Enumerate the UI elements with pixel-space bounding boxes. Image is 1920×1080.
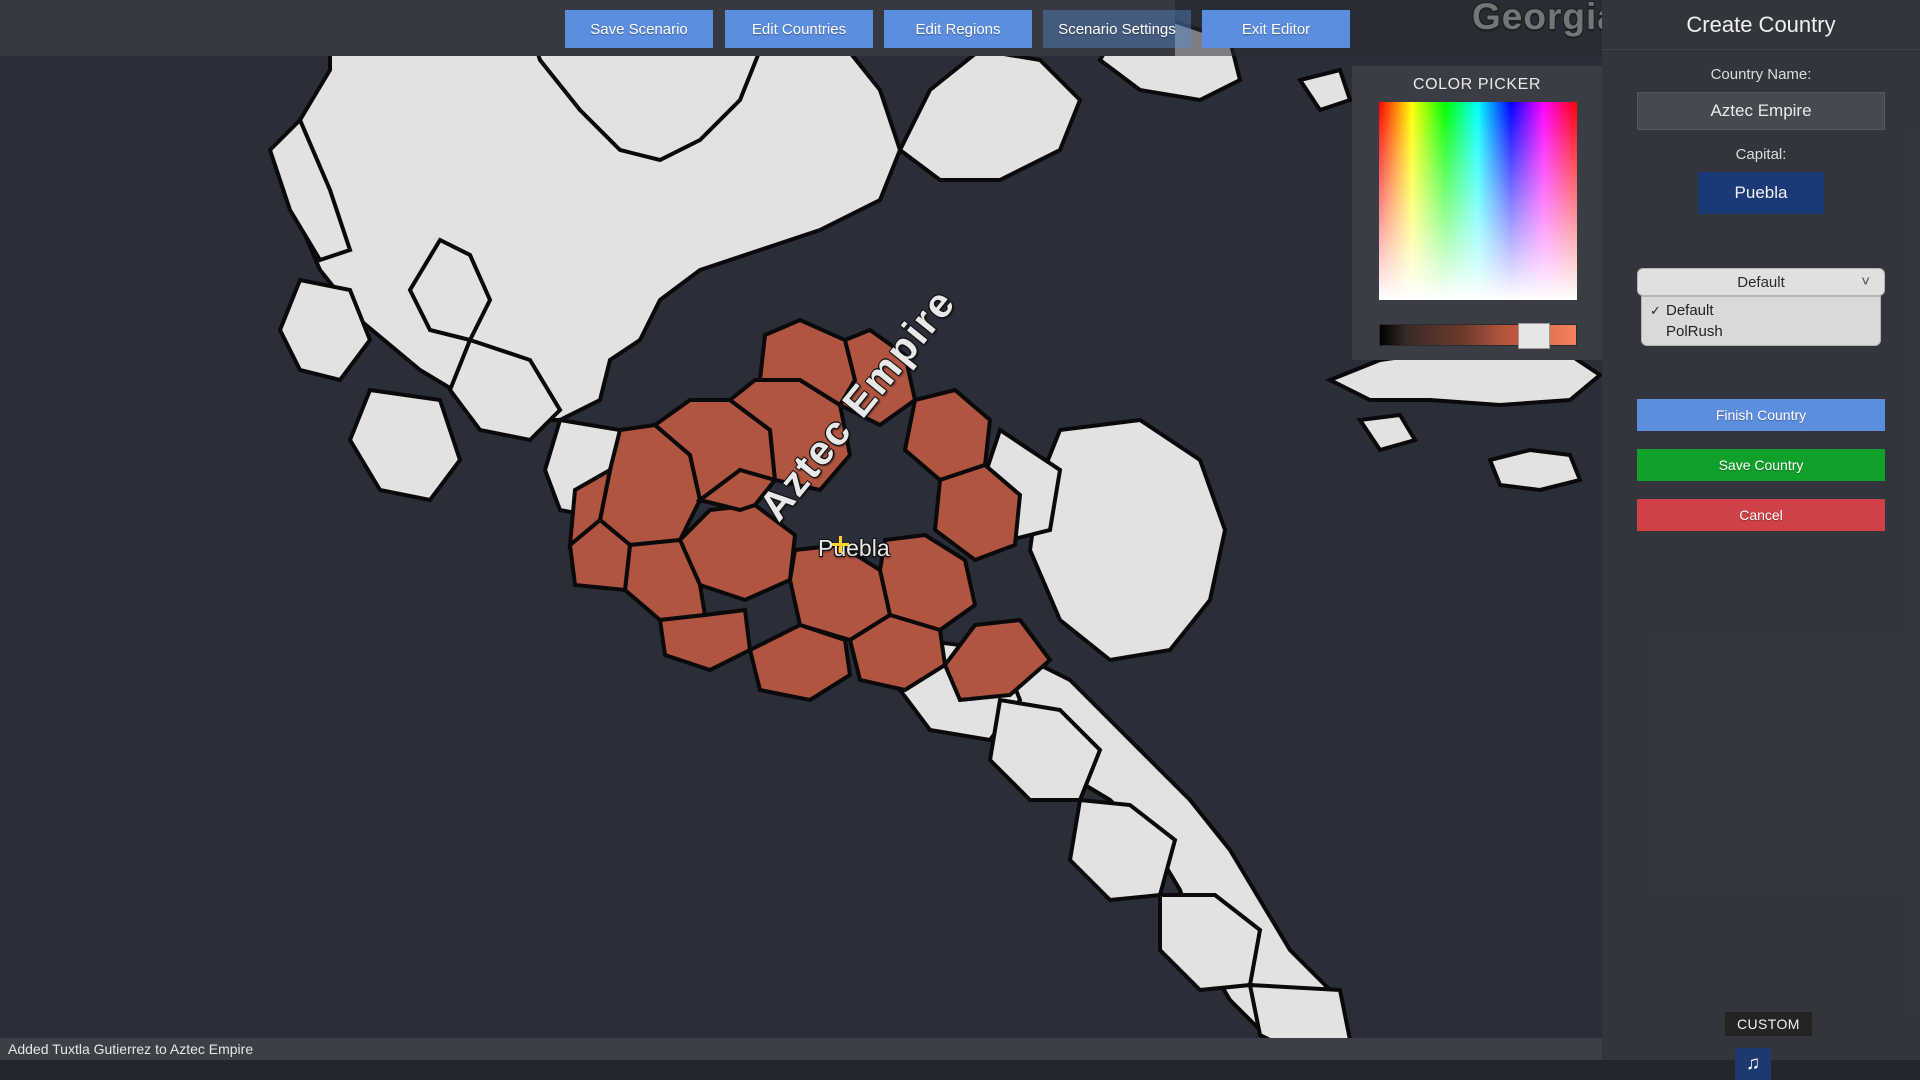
theme-option-label: Default (1666, 302, 1714, 319)
finish-country-button[interactable]: Finish Country (1637, 399, 1885, 431)
save-scenario-button[interactable]: Save Scenario (565, 10, 713, 48)
check-icon: ✓ (1650, 302, 1661, 318)
color-picker-panel[interactable]: COLOR PICKER (1352, 66, 1602, 360)
theme-dropdown[interactable]: Default ˅ ✓ Default PolRush (1637, 268, 1885, 346)
theme-options-list[interactable]: ✓ Default PolRush (1641, 296, 1881, 346)
theme-select-trigger[interactable]: Default ˅ (1637, 268, 1885, 296)
color-picker-title: COLOR PICKER (1412, 76, 1542, 93)
landmass-group (267, 0, 1602, 1060)
music-note-icon[interactable]: ♫ (1735, 1048, 1771, 1080)
theme-select-value: Default (1737, 273, 1785, 291)
capital-label: Capital: (1735, 146, 1787, 163)
brightness-slider-handle[interactable] (1518, 323, 1551, 349)
chevron-down-icon: ˅ (1861, 273, 1870, 290)
edit-regions-button[interactable]: Edit Regions (884, 10, 1032, 48)
theme-option-polrush[interactable]: PolRush (1642, 321, 1880, 342)
status-bar: Added Tuxtla Gutierrez to Aztec Empire (0, 1038, 1602, 1060)
capital-cross-marker-icon (832, 536, 849, 553)
theme-option-label: PolRush (1666, 323, 1723, 340)
country-name-input[interactable] (1637, 92, 1885, 130)
create-country-panel: Create Country Country Name: Capital: Pu… (1602, 0, 1920, 1060)
country-name-label: Country Name: (1710, 66, 1812, 83)
hue-saturation-field[interactable] (1379, 102, 1577, 300)
custom-tooltip: CUSTOM (1725, 1012, 1812, 1036)
panel-title: Create Country (1602, 0, 1920, 50)
capital-button[interactable]: Puebla (1698, 172, 1824, 214)
map-canvas[interactable] (0, 0, 1602, 1060)
status-message: Added Tuxtla Gutierrez to Aztec Empire (8, 1041, 254, 1057)
theme-option-default[interactable]: ✓ Default (1642, 300, 1880, 321)
editor-toolbar: Save Scenario Edit Countries Edit Region… (0, 10, 1602, 48)
edit-countries-button[interactable]: Edit Countries (725, 10, 873, 48)
map-viewport[interactable]: Georgia Aztec Empire Puebla Save Scenari… (0, 0, 1602, 1060)
exit-editor-button[interactable]: Exit Editor (1202, 10, 1350, 48)
cancel-button[interactable]: Cancel (1637, 499, 1885, 531)
save-country-button[interactable]: Save Country (1637, 449, 1885, 481)
scenario-settings-button[interactable]: Scenario Settings (1043, 10, 1191, 48)
brightness-slider[interactable] (1379, 323, 1577, 349)
